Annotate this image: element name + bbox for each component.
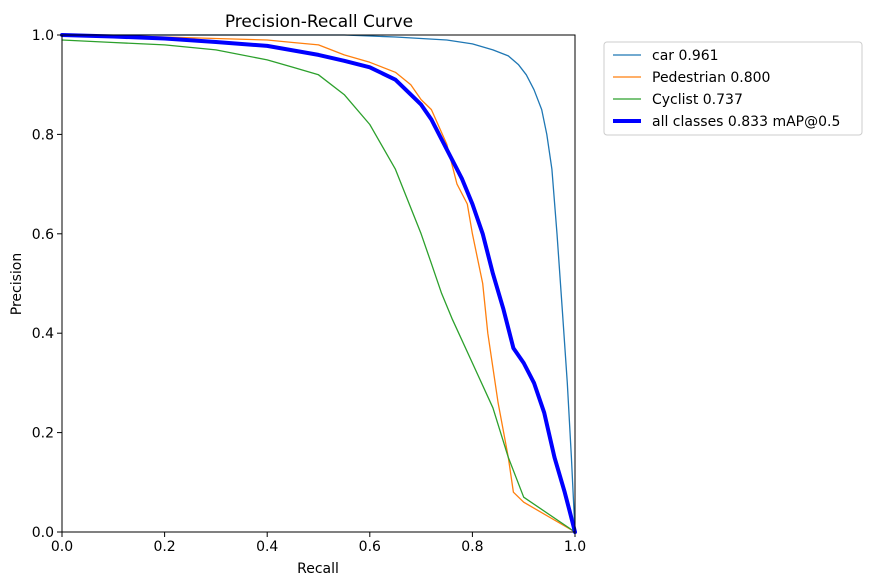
x-tick-label: 1.0 <box>564 539 586 555</box>
x-tick-label: 0.2 <box>153 539 175 555</box>
chart-title: Precision-Recall Curve <box>225 12 413 32</box>
legend-label-1: Pedestrian 0.800 <box>652 70 770 86</box>
y-tick-label: 0.6 <box>32 227 54 243</box>
plot-area-frame <box>61 34 576 533</box>
y-tick-label: 0.4 <box>32 326 54 342</box>
y-axis-label: Precision <box>9 253 25 315</box>
legend-items: car 0.961 Pedestrian 0.800 Cyclist 0.737 al… <box>613 48 840 130</box>
x-tick-label: 0.0 <box>51 539 73 555</box>
y-tick-label: 0.2 <box>32 426 54 442</box>
series-line-3 <box>60 33 577 534</box>
y-tick-label: 0.8 <box>32 127 54 143</box>
x-tick-label: 0.8 <box>461 539 483 555</box>
series-line-2 <box>61 39 576 533</box>
x-tick-label: 0.4 <box>256 539 278 555</box>
x-axis-ticks: 0.0 0.2 0.4 0.6 0.8 1.0 <box>51 532 586 555</box>
y-tick-label: 0.0 <box>32 525 54 541</box>
legend-frame <box>603 41 863 136</box>
x-tick-label: 0.6 <box>359 539 381 555</box>
legend-label-0: car 0.961 <box>652 48 719 64</box>
legend-label-3: all classes 0.833 mAP@0.5 <box>652 114 840 130</box>
series-line-1 <box>61 34 576 533</box>
legend-label-2: Cyclist 0.737 <box>652 92 743 108</box>
y-tick-label: 1.0 <box>32 28 54 44</box>
x-axis-label: Recall <box>297 561 339 577</box>
legend: car 0.961 Pedestrian 0.800 Cyclist 0.737 al… <box>603 41 863 136</box>
y-axis-ticks: 0.0 0.2 0.4 0.6 0.8 1.0 <box>32 28 62 541</box>
